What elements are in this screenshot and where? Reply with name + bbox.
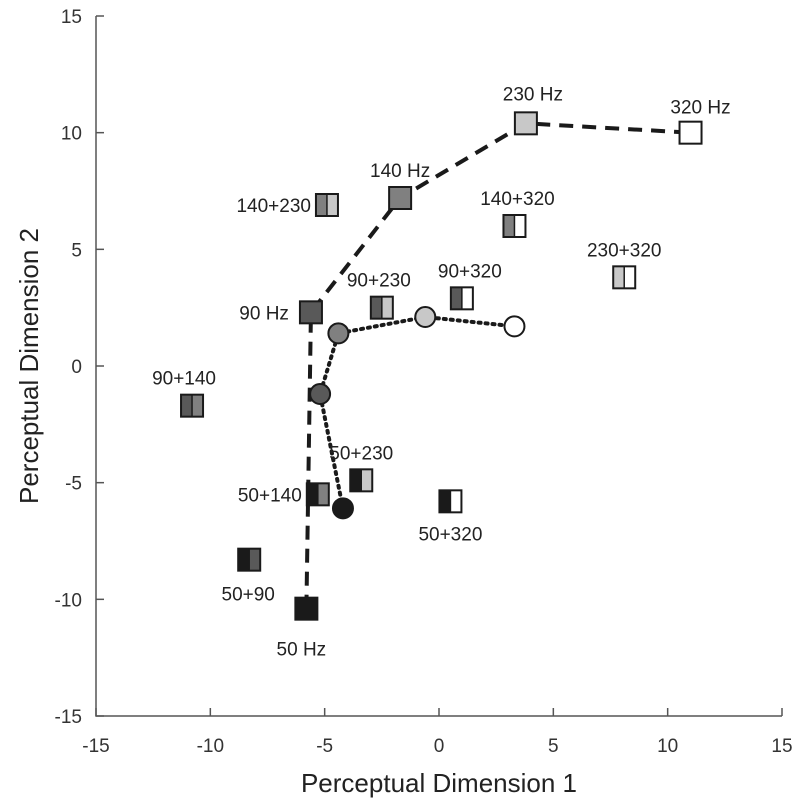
tone-pair-right-half: [461, 287, 473, 310]
tone-pair-left-half: [450, 287, 462, 310]
y-tick-label: -15: [55, 707, 82, 728]
single-tone-marker: [294, 596, 319, 621]
ticks: -15 -10 -5 0 5 10 15 -15 -10 -5 0 5 10 15: [55, 7, 793, 757]
circle-marker: [327, 322, 350, 345]
single-tone-marker: [513, 111, 538, 136]
single-tone-marker: [388, 186, 413, 210]
x-axis-label: Perceptual Dimension 1: [301, 768, 577, 798]
tone-pair-right-half: [361, 469, 373, 492]
x-tick-label: -5: [316, 736, 333, 757]
tone-pair-left-half: [306, 483, 318, 506]
point-labels: 50 Hz 90 Hz 140 Hz 230 Hz 320 Hz 50+90 50+140 5…: [152, 84, 731, 660]
tone-pair-left-half: [370, 296, 382, 319]
x-tick-label: 10: [657, 736, 678, 757]
tone-pair-right-half: [450, 490, 462, 513]
y-tick-label: 15: [61, 7, 82, 28]
tone-pair-right-half: [317, 483, 329, 506]
circle-marker: [309, 383, 332, 405]
tone-pair-left-half: [181, 394, 193, 417]
tone-pair-label: 50+320: [418, 524, 482, 545]
tone-pair-label: 90+140: [152, 369, 216, 390]
tone-pair-marker: [305, 482, 330, 507]
tone-pair-left-half: [503, 215, 515, 237]
tone-pair-label: 90+320: [438, 261, 502, 282]
y-tick-label: -5: [65, 474, 82, 495]
circle-marker: [331, 497, 354, 520]
single-tone-label: 140 Hz: [370, 161, 430, 182]
tone-pair-right-half: [624, 266, 636, 289]
tone-pair-right-half: [192, 394, 204, 417]
single-tone-marker: [678, 120, 703, 145]
tone-pair-left-half: [238, 548, 250, 571]
tone-pair-marker: [180, 393, 205, 418]
series-markers: [180, 111, 703, 621]
single-tone-label: 50 Hz: [277, 640, 327, 661]
y-axis-label: Perceptual Dimension 2: [14, 228, 44, 504]
single-tone-label: 90 Hz: [239, 303, 289, 324]
y-tick-label: 0: [71, 357, 82, 378]
y-tick-label: 5: [71, 240, 82, 261]
tone-pair-right-half: [249, 548, 261, 571]
tone-pair-marker: [449, 286, 474, 311]
y-tick-label: -10: [55, 590, 82, 611]
single-tone-label: 320 Hz: [670, 98, 730, 119]
single-tone-marker: [298, 300, 323, 325]
x-tick-label: 5: [548, 736, 559, 757]
tone-pair-marker: [314, 193, 339, 217]
tone-pair-left-half: [613, 266, 625, 289]
tone-pair-label: 230+320: [587, 240, 662, 261]
tone-pair-label: 50+90: [222, 585, 275, 606]
tone-pair-left-half: [315, 194, 327, 216]
tone-pair-right-half: [514, 215, 526, 237]
tone-pair-right-half: [326, 194, 338, 216]
tone-pair-marker: [438, 489, 463, 514]
tone-pair-label: 50+230: [329, 443, 393, 464]
tone-pair-marker: [237, 547, 262, 572]
tone-pair-right-half: [381, 296, 393, 319]
tone-pair-marker: [612, 265, 637, 290]
tone-pair-label: 90+230: [347, 271, 411, 292]
circle-marker: [414, 306, 437, 328]
tone-pair-label: 140+230: [236, 196, 311, 217]
tone-pair-label: 50+140: [238, 485, 302, 506]
y-tick-label: 10: [61, 124, 82, 145]
tone-pair-left-half: [439, 490, 451, 513]
x-tick-label: 15: [771, 736, 792, 757]
x-tick-label: -15: [82, 736, 109, 757]
circle-marker: [503, 315, 526, 338]
tone-pair-left-half: [350, 469, 362, 492]
x-tick-label: -10: [197, 736, 224, 757]
tone-pair-marker: [502, 214, 527, 238]
tone-pair-marker: [349, 468, 374, 493]
tone-pair-label: 140+320: [480, 189, 555, 210]
single-tone-label: 230 Hz: [503, 84, 563, 105]
tone-pair-marker: [369, 295, 394, 320]
circle-series-line: [318, 314, 517, 511]
x-tick-label: 0: [434, 736, 445, 757]
